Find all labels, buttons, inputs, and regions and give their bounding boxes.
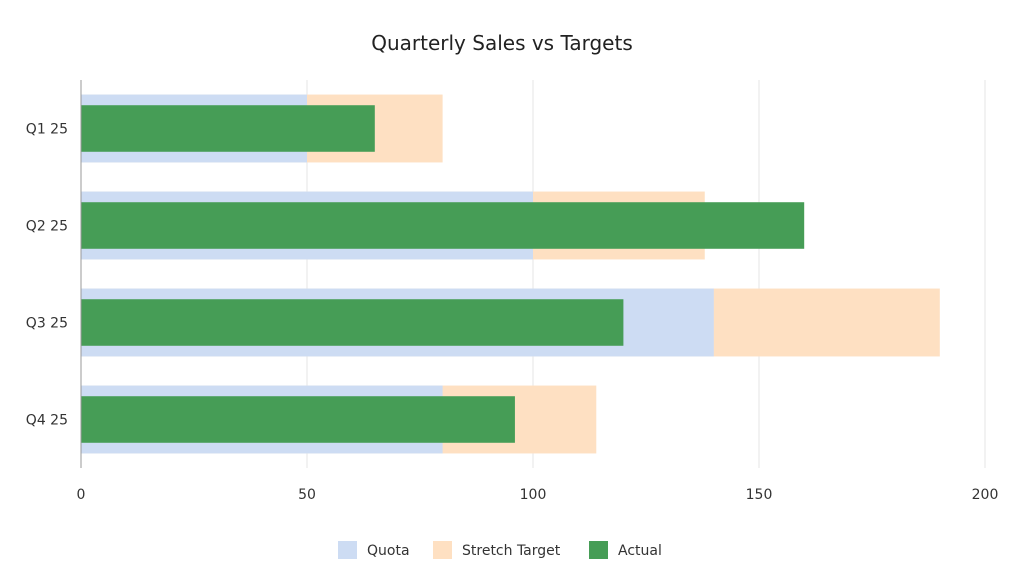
- bar-actual-q3-25: [81, 299, 624, 346]
- y-tick-label: Q2 25: [26, 219, 68, 235]
- x-tick-label: 50: [298, 487, 316, 503]
- legend-label-quota: Quota: [367, 543, 410, 559]
- legend-label-stretch-target: Stretch Target: [462, 543, 561, 559]
- legend-swatch-quota: [338, 541, 357, 559]
- y-tick-label: Q4 25: [26, 413, 68, 429]
- x-tick-label: 0: [77, 487, 86, 503]
- x-tick-label: 100: [520, 487, 547, 503]
- legend-swatch-stretch-target: [433, 541, 452, 559]
- bars: [81, 94, 940, 454]
- bar-actual-q4-25: [81, 396, 515, 443]
- y-tick-label: Q3 25: [26, 316, 68, 332]
- bar-actual-q2-25: [81, 202, 805, 249]
- y-axis-ticks: Q1 25 Q2 25 Q3 25 Q4 25: [26, 122, 68, 429]
- x-tick-label: 150: [746, 487, 773, 503]
- legend: Quota Stretch Target Actual: [338, 541, 662, 559]
- x-tick-label: 200: [972, 487, 999, 503]
- y-tick-label: Q1 25: [26, 122, 68, 138]
- legend-swatch-actual: [589, 541, 608, 559]
- legend-label-actual: Actual: [618, 543, 662, 559]
- chart-title: Quarterly Sales vs Targets: [371, 31, 633, 55]
- x-axis-ticks: 0 50 100 150 200: [77, 487, 999, 503]
- bar-actual-q1-25: [81, 105, 375, 152]
